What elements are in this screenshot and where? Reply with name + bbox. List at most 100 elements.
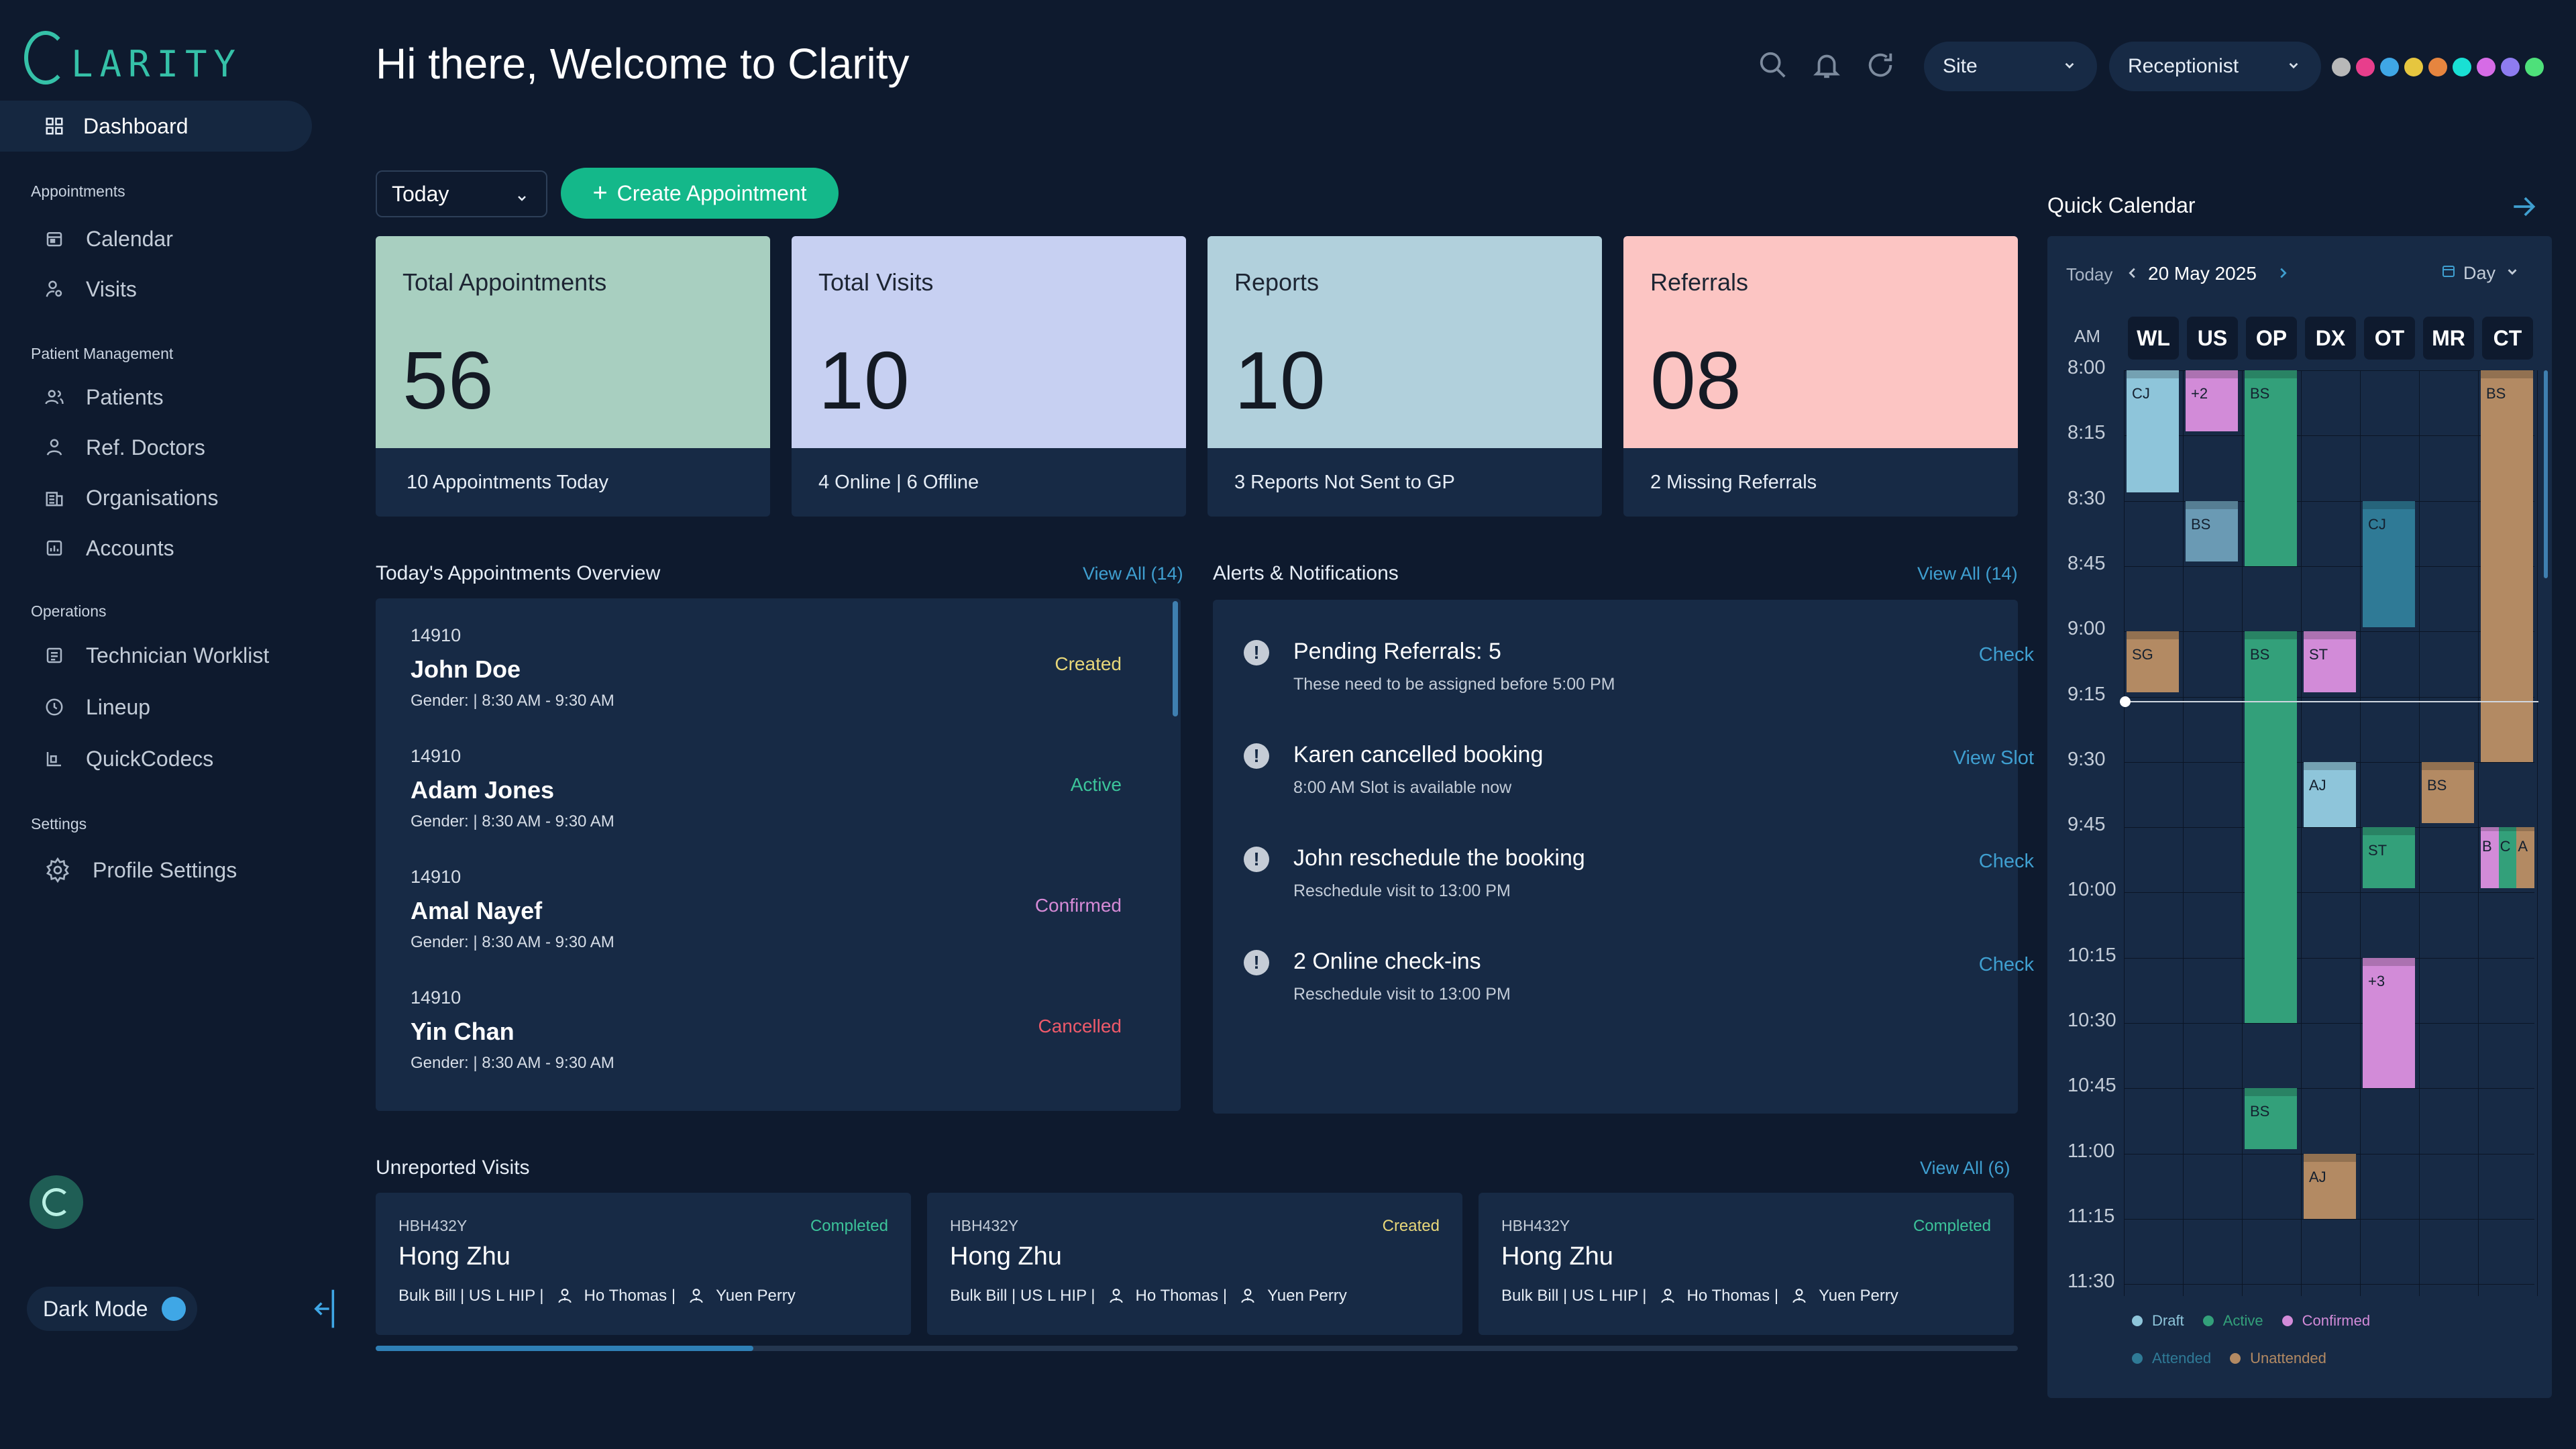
dark-mode-toggle[interactable]: Dark Mode	[27, 1287, 197, 1331]
create-appointment-button[interactable]: + Create Appointment	[561, 168, 839, 219]
theme-dot[interactable]	[2525, 58, 2544, 76]
view-select[interactable]: Day	[2440, 263, 2520, 284]
calendar-event[interactable]: B	[2481, 827, 2499, 888]
alerts-view-all-link[interactable]: View All (14)	[1917, 564, 2018, 584]
calendar-scrollbar[interactable]	[2544, 370, 2548, 578]
stat-card-referrals[interactable]: Referrals 08 2 Missing Referrals	[1623, 236, 2018, 517]
overview-view-all-link[interactable]: View All (14)	[1083, 564, 1183, 584]
resource-ct[interactable]: CT	[2482, 317, 2533, 360]
calendar-event[interactable]: AJ	[2304, 761, 2356, 828]
sidebar-item-profile-settings[interactable]: Profile Settings	[44, 853, 237, 887]
chevron-right-icon[interactable]	[2275, 266, 2290, 280]
theme-dot[interactable]	[2453, 58, 2471, 76]
app-avatar[interactable]	[30, 1175, 83, 1229]
resource-op[interactable]: OP	[2246, 317, 2297, 360]
arrow-right-icon[interactable]	[2509, 192, 2538, 221]
sidebar-item-visits[interactable]: Visits	[44, 272, 137, 306]
bell-icon[interactable]	[1811, 50, 1842, 80]
alert-action-link[interactable]: Check	[1978, 851, 2034, 872]
calendar-event[interactable]: A	[2516, 827, 2534, 888]
grid-column-line	[2419, 370, 2420, 1296]
appointment-row[interactable]: 14910 Adam Jones Gender: | 8:30 AM - 9:30 …	[411, 746, 1122, 831]
refresh-icon[interactable]	[1865, 50, 1896, 80]
alert-subtitle: These need to be assigned before 5:00 PM	[1293, 675, 1615, 694]
theme-dot[interactable]	[2380, 58, 2399, 76]
alert-icon: !	[1244, 950, 1269, 975]
resource-ot[interactable]: OT	[2364, 317, 2415, 360]
appointment-row[interactable]: 14910 John Doe Gender: | 8:30 AM - 9:30 AM…	[411, 625, 1122, 710]
calendar-event[interactable]: ST	[2363, 827, 2415, 888]
unreported-view-all-link[interactable]: View All (6)	[1920, 1158, 2010, 1178]
stat-card-total-visits[interactable]: Total Visits 10 4 Online | 6 Offline	[792, 236, 1186, 517]
sidebar-item-label: QuickCodecs	[86, 746, 214, 771]
appointment-row[interactable]: 14910 Yin Chan Gender: | 8:30 AM - 9:30 AM…	[411, 987, 1122, 1073]
sidebar-item-organisations[interactable]: Organisations	[44, 481, 218, 515]
sidebar-item-patients[interactable]: Patients	[44, 380, 164, 414]
calendar-event[interactable]: BS	[2245, 370, 2297, 566]
calendar-event[interactable]: BS	[2422, 761, 2474, 823]
period-select[interactable]: Today	[376, 170, 547, 217]
time-label: 10:15	[2068, 944, 2116, 966]
calendar-event[interactable]: BS	[2245, 1088, 2297, 1150]
sidebar-item-accounts[interactable]: Accounts	[44, 531, 174, 565]
resource-wl[interactable]: WL	[2128, 317, 2179, 360]
sidebar-item-ref-doctors[interactable]: Ref. Doctors	[44, 431, 205, 464]
plus-icon: +	[592, 178, 608, 207]
clarity-logo[interactable]: LARITY	[24, 24, 242, 85]
legend-label: Confirmed	[2302, 1312, 2371, 1329]
calendar-event[interactable]: CJ	[2363, 500, 2415, 627]
chevron-left-icon[interactable]	[2125, 266, 2140, 280]
grid-row-line	[2124, 957, 2534, 959]
calendar-event[interactable]: SG	[2127, 631, 2179, 692]
calendar-event[interactable]: BS	[2186, 500, 2238, 562]
resource-mr[interactable]: MR	[2423, 317, 2474, 360]
calendar-event[interactable]: BS	[2245, 631, 2297, 1023]
theme-dot[interactable]	[2501, 58, 2520, 76]
stat-card-total-appointments[interactable]: Total Appointments 56 10 Appointments To…	[376, 236, 770, 517]
unreported-visit-card[interactable]: HBH432Y Completed Hong Zhu Bulk Bill | US L…	[1479, 1193, 2014, 1335]
sidebar-item-lineup[interactable]: Lineup	[44, 690, 150, 724]
sidebar-item-quickcodecs[interactable]: QuickCodecs	[44, 742, 213, 775]
calendar-event[interactable]: CJ	[2127, 370, 2179, 492]
time-label: 9:00	[2068, 618, 2106, 640]
collapse-sidebar-icon[interactable]	[314, 1285, 337, 1332]
appointment-row[interactable]: 14910 Amal Nayef Gender: | 8:30 AM - 9:30 …	[411, 867, 1122, 952]
alert-action-link[interactable]: View Slot	[1953, 747, 2034, 769]
stat-card-reports[interactable]: Reports 10 3 Reports Not Sent to GP	[1208, 236, 1602, 517]
calendar-event[interactable]: +3	[2363, 957, 2415, 1089]
resource-dx[interactable]: DX	[2305, 317, 2356, 360]
appointment-meta: Gender: | 8:30 AM - 9:30 AM	[411, 692, 614, 710]
scrollbar[interactable]	[1173, 601, 1178, 716]
sidebar-item-calendar[interactable]: Calendar	[44, 222, 173, 256]
alert-action-link[interactable]: Check	[1978, 644, 2034, 665]
sidebar-item-label: Organisations	[86, 485, 219, 510]
site-select[interactable]: Site	[1924, 42, 2097, 91]
person-icon	[1108, 1287, 1125, 1305]
calendar-event[interactable]: AJ	[2304, 1153, 2356, 1219]
calendar-event[interactable]: +2	[2186, 370, 2238, 431]
today-button[interactable]: Today	[2066, 264, 2113, 284]
unreported-visit-card[interactable]: HBH432Y Completed Hong Zhu Bulk Bill | US L…	[376, 1193, 911, 1335]
search-icon[interactable]	[1758, 50, 1788, 80]
visits-scroll-progress[interactable]	[376, 1346, 2018, 1351]
theme-dot[interactable]	[2332, 58, 2351, 76]
logo-c-mark	[42, 1188, 70, 1216]
legend-label: Active	[2222, 1312, 2263, 1329]
theme-dot[interactable]	[2477, 58, 2496, 76]
patient-name: Hong Zhu	[950, 1242, 1062, 1271]
theme-dot[interactable]	[2404, 58, 2423, 76]
sidebar-item-technician-worklist[interactable]: Technician Worklist	[44, 639, 269, 672]
sidebar-item-dashboard[interactable]: Dashboard	[0, 101, 312, 152]
calendar-event[interactable]: C	[2498, 827, 2517, 888]
theme-dot[interactable]	[2356, 58, 2375, 76]
resource-us[interactable]: US	[2187, 317, 2238, 360]
calendar-date: 20 May 2025	[2148, 263, 2257, 284]
alert-action-link[interactable]: Check	[1978, 954, 2034, 975]
theme-color-picker[interactable]	[2332, 58, 2544, 76]
calendar-event[interactable]: ST	[2304, 631, 2356, 692]
building-icon	[44, 488, 64, 508]
calendar-event[interactable]: BS	[2481, 370, 2533, 762]
theme-dot[interactable]	[2428, 58, 2447, 76]
role-select[interactable]: Receptionist	[2109, 42, 2321, 91]
unreported-visit-card[interactable]: HBH432Y Created Hong Zhu Bulk Bill | US L H…	[927, 1193, 1462, 1335]
